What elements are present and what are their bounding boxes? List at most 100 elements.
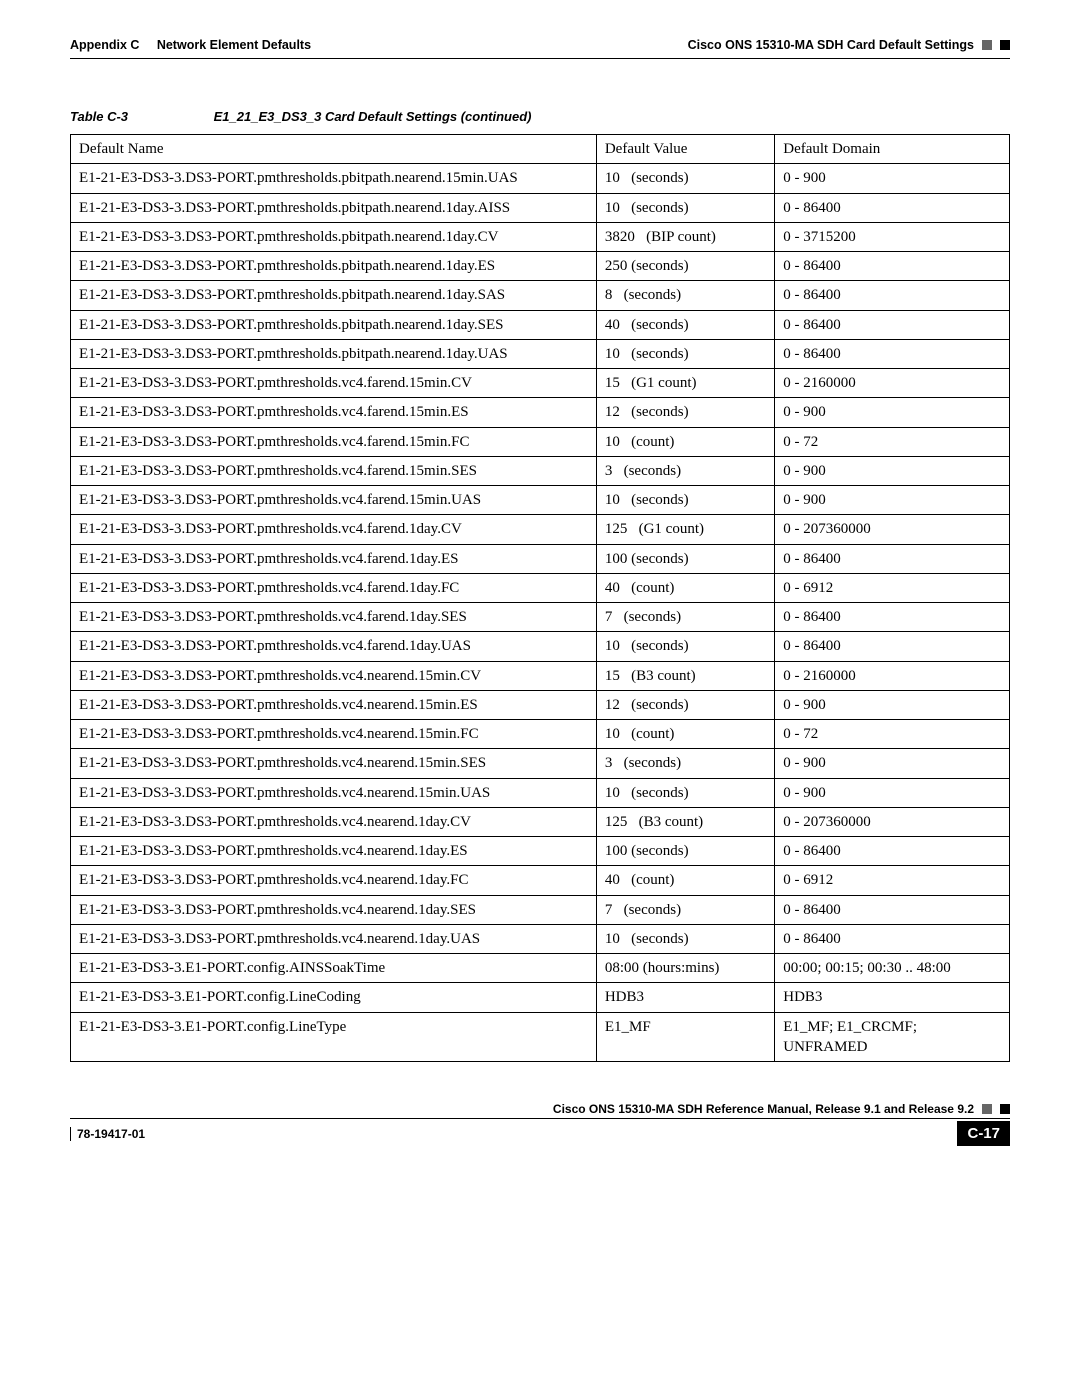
cell-default-value: 40 (count)	[596, 573, 774, 602]
table-row: E1-21-E3-DS3-3.DS3-PORT.pmthresholds.vc4…	[71, 749, 1010, 778]
cell-default-value: 08:00 (hours:mins)	[596, 954, 774, 983]
table-row: E1-21-E3-DS3-3.DS3-PORT.pmthresholds.vc4…	[71, 398, 1010, 427]
cell-default-domain: 0 - 2160000	[775, 661, 1010, 690]
table-row: E1-21-E3-DS3-3.DS3-PORT.pmthresholds.pbi…	[71, 193, 1010, 222]
page-number-badge: C-17	[957, 1121, 1010, 1146]
cell-default-domain: 0 - 72	[775, 720, 1010, 749]
cell-default-domain: 0 - 900	[775, 778, 1010, 807]
cell-default-value: 100 (seconds)	[596, 544, 774, 573]
cell-default-domain: 0 - 900	[775, 164, 1010, 193]
cell-default-name: E1-21-E3-DS3-3.DS3-PORT.pmthresholds.vc4…	[71, 486, 597, 515]
square-icon	[1000, 1104, 1010, 1114]
cell-default-name: E1-21-E3-DS3-3.DS3-PORT.pmthresholds.vc4…	[71, 720, 597, 749]
table-row: E1-21-E3-DS3-3.DS3-PORT.pmthresholds.vc4…	[71, 661, 1010, 690]
table-row: E1-21-E3-DS3-3.DS3-PORT.pmthresholds.pbi…	[71, 281, 1010, 310]
table-row: E1-21-E3-DS3-3.E1-PORT.config.AINSSoakTi…	[71, 954, 1010, 983]
cell-default-name: E1-21-E3-DS3-3.DS3-PORT.pmthresholds.vc4…	[71, 924, 597, 953]
cell-default-value: 10 (seconds)	[596, 164, 774, 193]
table-row: E1-21-E3-DS3-3.DS3-PORT.pmthresholds.vc4…	[71, 427, 1010, 456]
cell-default-value: 100 (seconds)	[596, 837, 774, 866]
cell-default-domain: 0 - 6912	[775, 866, 1010, 895]
cell-default-domain: 0 - 86400	[775, 924, 1010, 953]
cell-default-domain: 0 - 900	[775, 456, 1010, 485]
section-title: Cisco ONS 15310-MA SDH Card Default Sett…	[688, 38, 974, 52]
cell-default-name: E1-21-E3-DS3-3.DS3-PORT.pmthresholds.vc4…	[71, 749, 597, 778]
cell-default-domain: 0 - 86400	[775, 632, 1010, 661]
cell-default-name: E1-21-E3-DS3-3.DS3-PORT.pmthresholds.vc4…	[71, 544, 597, 573]
cell-default-domain: 0 - 86400	[775, 895, 1010, 924]
cell-default-value: 10 (count)	[596, 427, 774, 456]
footer-line-2: 78-19417-01 C-17	[70, 1121, 1010, 1146]
page-header: Appendix C Network Element Defaults Cisc…	[70, 38, 1010, 52]
table-row: E1-21-E3-DS3-3.DS3-PORT.pmthresholds.vc4…	[71, 720, 1010, 749]
cell-default-name: E1-21-E3-DS3-3.DS3-PORT.pmthresholds.vc4…	[71, 398, 597, 427]
cell-default-name: E1-21-E3-DS3-3.DS3-PORT.pmthresholds.vc4…	[71, 895, 597, 924]
cell-default-value: 10 (count)	[596, 720, 774, 749]
square-icon	[982, 40, 992, 50]
cell-default-value: 15 (G1 count)	[596, 369, 774, 398]
cell-default-domain: 0 - 900	[775, 398, 1010, 427]
cell-default-name: E1-21-E3-DS3-3.E1-PORT.config.LineType	[71, 1012, 597, 1062]
cell-default-name: E1-21-E3-DS3-3.DS3-PORT.pmthresholds.vc4…	[71, 603, 597, 632]
table-row: E1-21-E3-DS3-3.E1-PORT.config.LineCoding…	[71, 983, 1010, 1012]
cell-default-value: 10 (seconds)	[596, 486, 774, 515]
cell-default-value: 7 (seconds)	[596, 895, 774, 924]
cell-default-name: E1-21-E3-DS3-3.DS3-PORT.pmthresholds.pbi…	[71, 222, 597, 251]
cell-default-domain: 00:00; 00:15; 00:30 .. 48:00	[775, 954, 1010, 983]
cell-default-domain: 0 - 207360000	[775, 807, 1010, 836]
section-title-wrap: Cisco ONS 15310-MA SDH Card Default Sett…	[688, 38, 1010, 52]
cell-default-name: E1-21-E3-DS3-3.DS3-PORT.pmthresholds.vc4…	[71, 427, 597, 456]
cell-default-name: E1-21-E3-DS3-3.DS3-PORT.pmthresholds.vc4…	[71, 690, 597, 719]
defaults-table: Default Name Default Value Default Domai…	[70, 134, 1010, 1062]
table-row: E1-21-E3-DS3-3.DS3-PORT.pmthresholds.vc4…	[71, 837, 1010, 866]
cell-default-domain: HDB3	[775, 983, 1010, 1012]
cell-default-domain: 0 - 900	[775, 690, 1010, 719]
cell-default-domain: 0 - 72	[775, 427, 1010, 456]
table-row: E1-21-E3-DS3-3.DS3-PORT.pmthresholds.vc4…	[71, 690, 1010, 719]
table-row: E1-21-E3-DS3-3.DS3-PORT.pmthresholds.vc4…	[71, 778, 1010, 807]
cell-default-name: E1-21-E3-DS3-3.DS3-PORT.pmthresholds.vc4…	[71, 661, 597, 690]
cell-default-value: 125 (B3 count)	[596, 807, 774, 836]
table-row: E1-21-E3-DS3-3.DS3-PORT.pmthresholds.vc4…	[71, 603, 1010, 632]
cell-default-name: E1-21-E3-DS3-3.E1-PORT.config.LineCoding	[71, 983, 597, 1012]
page-footer: Cisco ONS 15310-MA SDH Reference Manual,…	[70, 1102, 1010, 1146]
table-row: E1-21-E3-DS3-3.DS3-PORT.pmthresholds.vc4…	[71, 924, 1010, 953]
table-row: E1-21-E3-DS3-3.DS3-PORT.pmthresholds.pbi…	[71, 222, 1010, 251]
table-row: E1-21-E3-DS3-3.DS3-PORT.pmthresholds.vc4…	[71, 456, 1010, 485]
square-icon	[1000, 40, 1010, 50]
cell-default-value: 125 (G1 count)	[596, 515, 774, 544]
cell-default-domain: 0 - 86400	[775, 310, 1010, 339]
square-icon	[982, 1104, 992, 1114]
cell-default-name: E1-21-E3-DS3-3.DS3-PORT.pmthresholds.pbi…	[71, 310, 597, 339]
table-row: E1-21-E3-DS3-3.DS3-PORT.pmthresholds.vc4…	[71, 573, 1010, 602]
cell-default-domain: 0 - 86400	[775, 281, 1010, 310]
cell-default-name: E1-21-E3-DS3-3.DS3-PORT.pmthresholds.vc4…	[71, 632, 597, 661]
vertical-rule-icon	[70, 1127, 71, 1141]
table-title: E1_21_E3_DS3_3 Card Default Settings (co…	[214, 109, 532, 124]
table-row: E1-21-E3-DS3-3.DS3-PORT.pmthresholds.vc4…	[71, 369, 1010, 398]
cell-default-name: E1-21-E3-DS3-3.DS3-PORT.pmthresholds.vc4…	[71, 866, 597, 895]
table-caption: Table C-3 E1_21_E3_DS3_3 Card Default Se…	[70, 109, 1010, 124]
cell-default-name: E1-21-E3-DS3-3.DS3-PORT.pmthresholds.vc4…	[71, 778, 597, 807]
table-row: E1-21-E3-DS3-3.DS3-PORT.pmthresholds.pbi…	[71, 339, 1010, 368]
appendix-id: Appendix C	[70, 38, 139, 52]
cell-default-domain: 0 - 86400	[775, 193, 1010, 222]
cell-default-value: E1_MF	[596, 1012, 774, 1062]
col-default-name: Default Name	[71, 135, 597, 164]
cell-default-value: 10 (seconds)	[596, 778, 774, 807]
footer-line-1: Cisco ONS 15310-MA SDH Reference Manual,…	[70, 1102, 1010, 1119]
cell-default-value: 15 (B3 count)	[596, 661, 774, 690]
cell-default-name: E1-21-E3-DS3-3.DS3-PORT.pmthresholds.pbi…	[71, 252, 597, 281]
cell-default-name: E1-21-E3-DS3-3.DS3-PORT.pmthresholds.pbi…	[71, 339, 597, 368]
cell-default-domain: 0 - 86400	[775, 544, 1010, 573]
table-label: Table C-3	[70, 109, 210, 124]
cell-default-name: E1-21-E3-DS3-3.DS3-PORT.pmthresholds.pbi…	[71, 164, 597, 193]
table-row: E1-21-E3-DS3-3.E1-PORT.config.LineTypeE1…	[71, 1012, 1010, 1062]
doc-number-wrap: 78-19417-01	[70, 1127, 145, 1141]
appendix-title: Network Element Defaults	[157, 38, 311, 52]
cell-default-value: 40 (seconds)	[596, 310, 774, 339]
cell-default-domain: 0 - 86400	[775, 339, 1010, 368]
cell-default-domain: 0 - 6912	[775, 573, 1010, 602]
table-row: E1-21-E3-DS3-3.DS3-PORT.pmthresholds.vc4…	[71, 486, 1010, 515]
table-header-row: Default Name Default Value Default Domai…	[71, 135, 1010, 164]
